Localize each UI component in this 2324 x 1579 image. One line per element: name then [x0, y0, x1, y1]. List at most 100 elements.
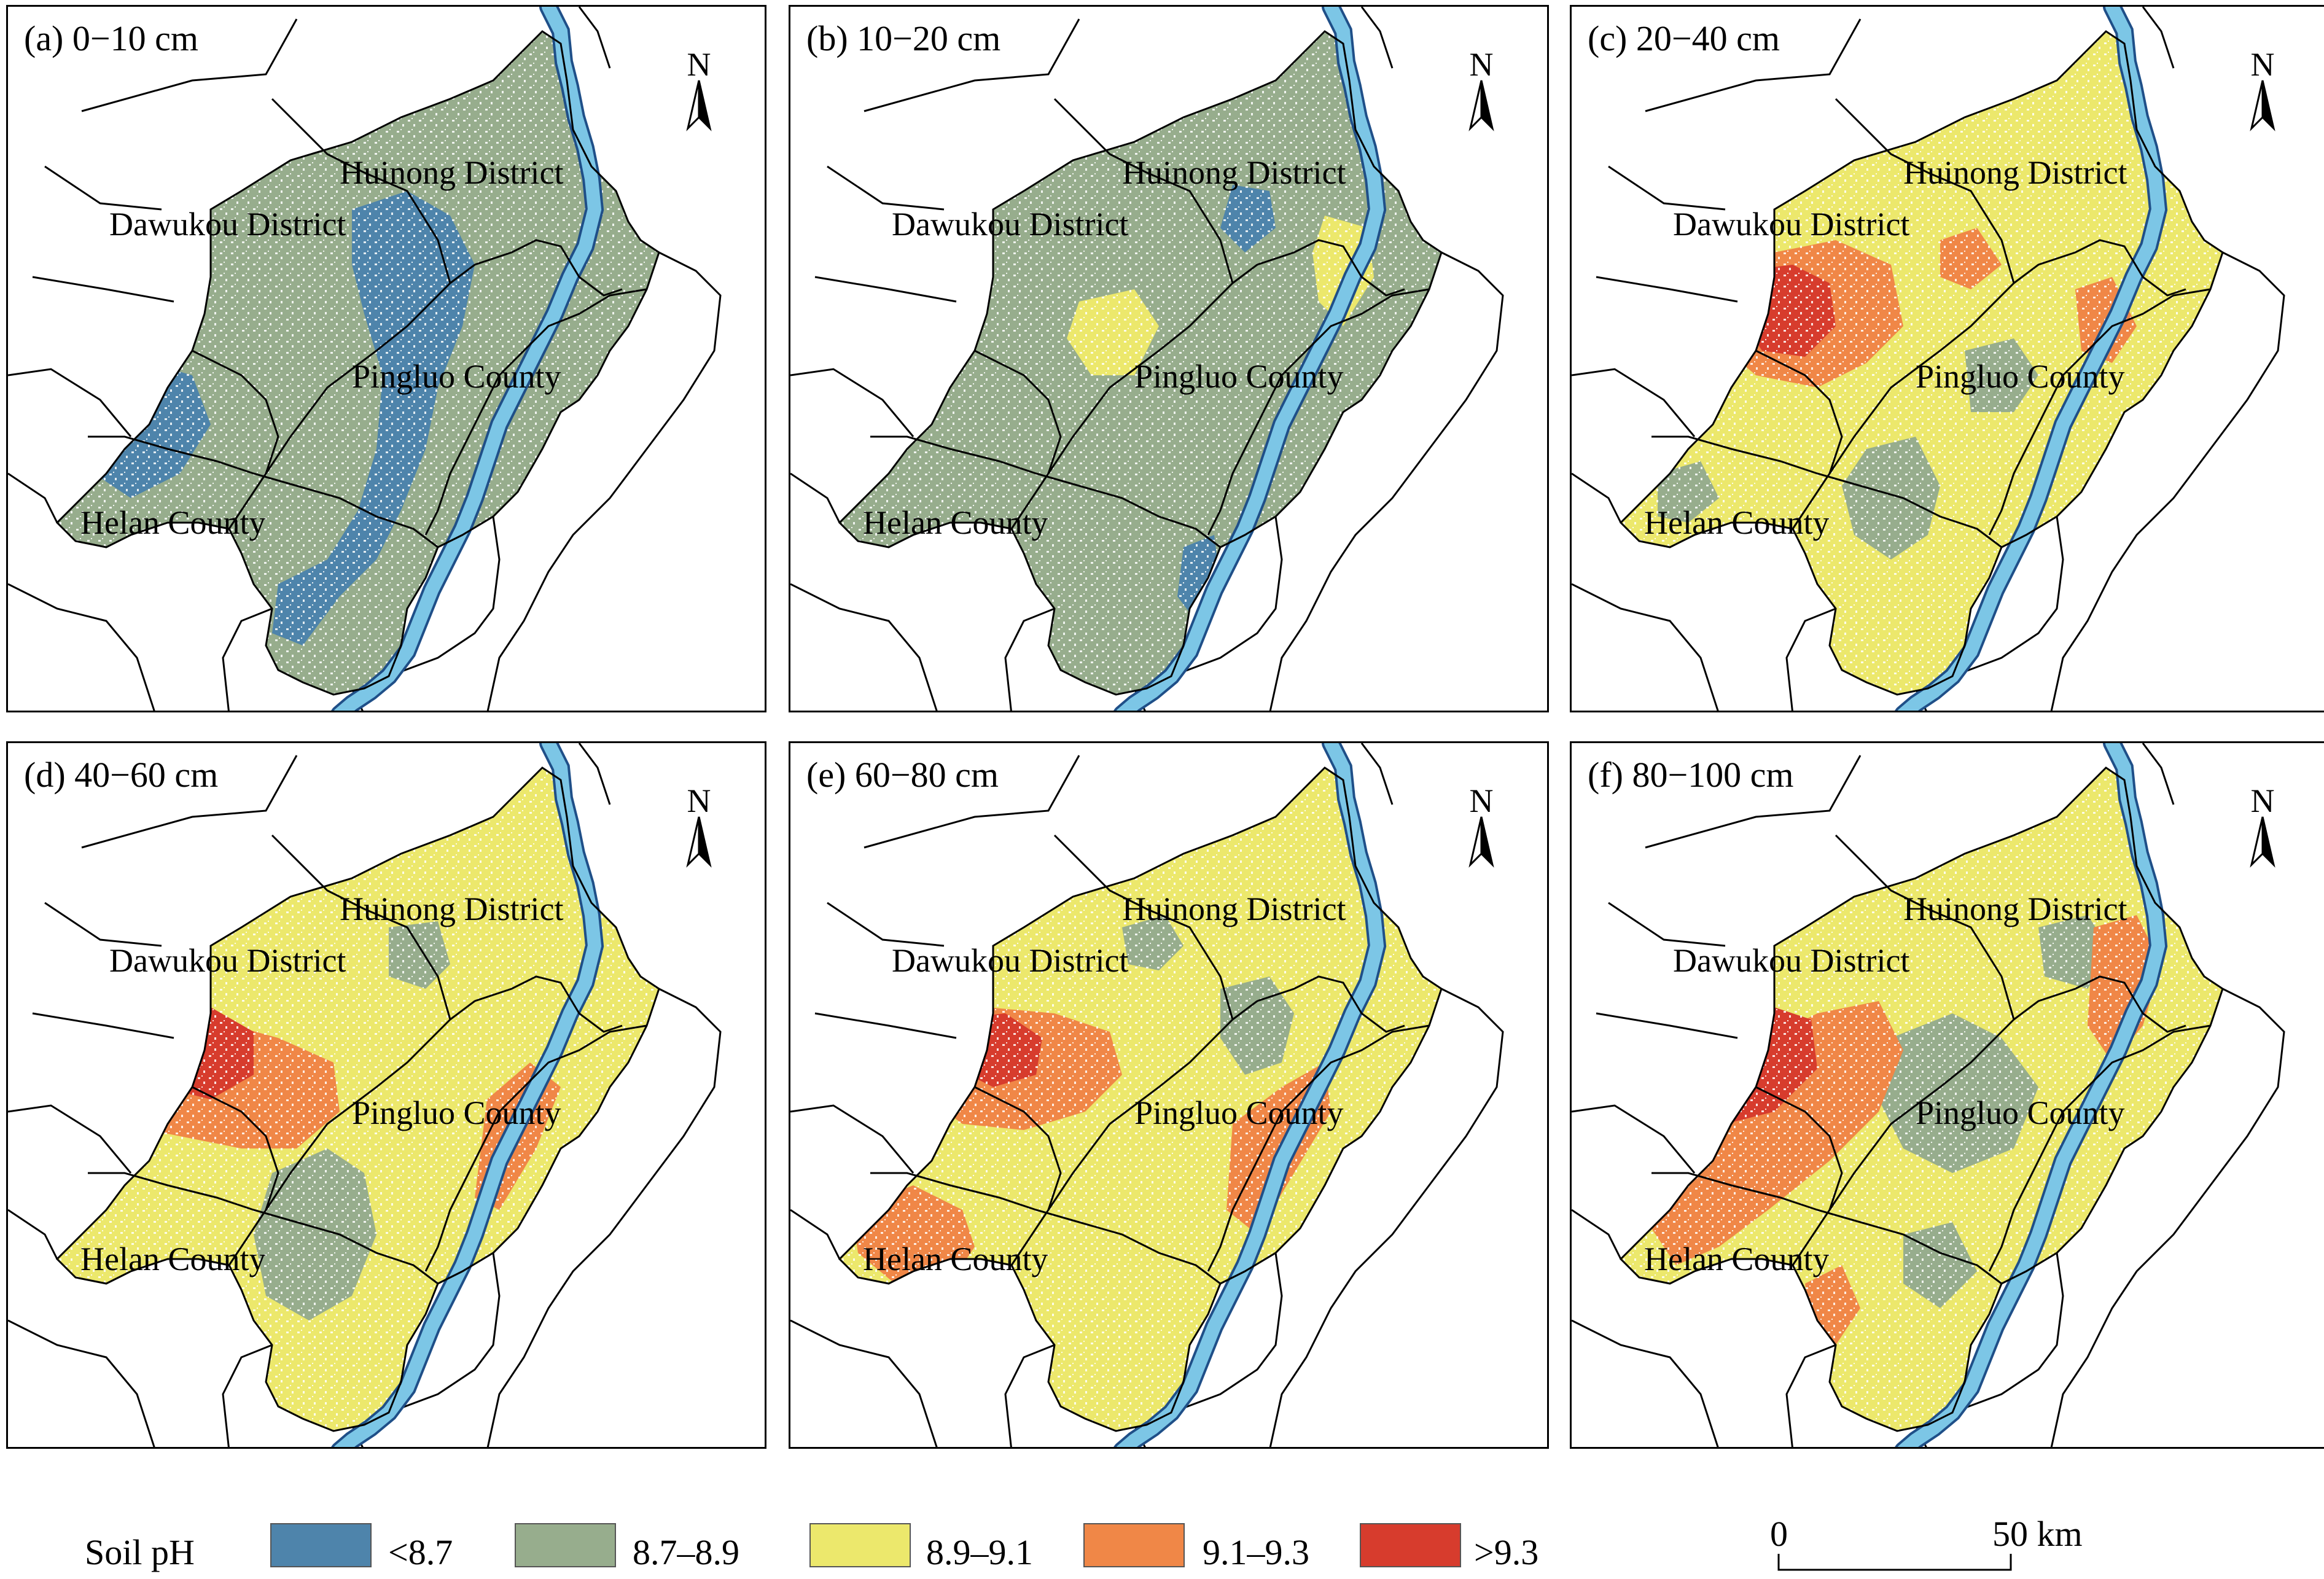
- map-f-graphic: Huinong District Dawukou District Pingluo …: [1572, 743, 2285, 1447]
- map-panel-c: Huinong District Dawukou District Pingluo …: [1570, 5, 2324, 712]
- admin-boundary-line: [790, 1209, 841, 1260]
- district-boundary-line: [1651, 435, 2002, 548]
- admin-boundary-line: [790, 1319, 938, 1447]
- region-label-huinong: Huinong District: [1903, 891, 2127, 927]
- district-boundary-line: [1207, 288, 1430, 536]
- region-label-helan: Helan County: [1644, 1241, 1829, 1277]
- district-boundary-line: [1047, 282, 1234, 474]
- district-boundary-line: [271, 98, 451, 284]
- district-boundary-line: [450, 975, 623, 1033]
- region-label-huinong: Huinong District: [340, 154, 563, 191]
- yellow-river: [333, 7, 602, 711]
- admin-boundary-line: [44, 902, 162, 947]
- district-boundary-line: [1047, 1018, 1234, 1211]
- north-arrow-icon: N: [2250, 782, 2275, 868]
- admin-boundary-line: [2142, 743, 2175, 805]
- admin-boundary-line: [864, 18, 1080, 112]
- map-c-graphic: Huinong District Dawukou District Pingluo …: [1572, 7, 2285, 711]
- admin-boundary-line: [486, 988, 722, 1447]
- district-boundary-line: [88, 1172, 439, 1285]
- district-boundary-line: [870, 1172, 1221, 1285]
- admin-boundary-line: [222, 607, 273, 711]
- district-boundary-line: [424, 288, 647, 536]
- admin-boundary-line: [790, 472, 841, 523]
- admin-boundary-line: [1608, 165, 1726, 211]
- map-d-graphic: Huinong District Dawukou District Pingluo …: [8, 743, 722, 1447]
- map-panel-f: Huinong District Dawukou District Pingluo …: [1570, 741, 2324, 1449]
- north-label: N: [1470, 782, 1494, 819]
- admin-boundary-line: [32, 1012, 174, 1039]
- district-boundary-line: [1207, 1024, 1430, 1272]
- admin-boundary-line: [1952, 1252, 2064, 1414]
- admin-boundary-line: [2050, 988, 2285, 1447]
- district-boundary-line: [1232, 975, 1405, 1033]
- region-label-helan: Helan County: [1644, 504, 1829, 541]
- admin-boundary-line: [827, 165, 945, 211]
- admin-boundary-line: [8, 472, 58, 523]
- admin-boundary-line: [1269, 988, 1504, 1447]
- admin-boundary-line: [827, 902, 945, 947]
- admin-boundary-line: [2142, 7, 2175, 69]
- map-panel-d: Huinong District Dawukou District Pingluo …: [6, 741, 766, 1449]
- admin-boundary-line: [1171, 1252, 1283, 1414]
- admin-boundary-line: [1572, 1209, 1622, 1260]
- admin-boundary-line: [81, 755, 298, 849]
- district-boundary-line: [1988, 288, 2211, 536]
- district-boundary-line: [424, 1024, 647, 1272]
- district-boundary-line: [192, 349, 279, 529]
- panel-label-c: (c) 20−40 cm: [1588, 18, 1780, 58]
- region-label-pingluo: Pingluo County: [1134, 1094, 1344, 1131]
- north-label: N: [1470, 46, 1494, 83]
- scale-bar: 0 50 km: [1757, 1511, 2125, 1572]
- admin-boundary-line: [814, 276, 957, 303]
- region-label-pingluo: Pingluo County: [1916, 1094, 2125, 1131]
- region-label-helan: Helan County: [80, 504, 265, 541]
- admin-boundary-line: [790, 583, 938, 711]
- admin-boundary-line: [32, 276, 174, 303]
- district-boundary-line: [1232, 239, 1405, 297]
- region-label-huinong: Huinong District: [340, 891, 563, 927]
- legend-swatch-8789: [515, 1523, 616, 1567]
- admin-boundary-line: [1269, 251, 1504, 711]
- panel-label-e: (e) 60−80 cm: [806, 755, 999, 795]
- map-panel-a: Huinong District Dawukou District Pingluo …: [6, 5, 766, 712]
- admin-boundary-line: [81, 18, 298, 112]
- study-area-boundary: [55, 766, 660, 1432]
- district-boundary-line: [1988, 1024, 2211, 1272]
- admin-boundary-line: [222, 1344, 273, 1447]
- north-arrow-icon: N: [686, 46, 712, 131]
- region-label-dawukou: Dawukou District: [892, 942, 1128, 979]
- map-b-graphic: Huinong District Dawukou District Pingluo …: [790, 7, 1504, 711]
- district-boundary-line: [265, 1018, 451, 1211]
- admin-boundary-line: [1572, 368, 1696, 437]
- district-boundary-line: [1828, 1018, 2015, 1211]
- yellow-river: [1116, 743, 1384, 1447]
- admin-boundary-line: [8, 1209, 58, 1260]
- panel-label-b: (b) 10−20 cm: [806, 18, 1001, 58]
- admin-boundary-line: [1645, 18, 1862, 112]
- region-label-dawukou: Dawukou District: [892, 206, 1128, 243]
- district-boundary-line: [88, 435, 439, 548]
- admin-boundary-line: [864, 755, 1080, 849]
- admin-boundary-line: [8, 1104, 132, 1174]
- district-boundary-line: [1835, 834, 2015, 1020]
- admin-boundary-line: [1572, 1104, 1696, 1174]
- region-label-pingluo: Pingluo County: [1916, 358, 2125, 395]
- legend-swatch-gt93: [1360, 1523, 1461, 1567]
- north-arrow-icon: N: [686, 782, 712, 868]
- district-boundary-line: [870, 435, 1221, 548]
- legend-swatch-8991: [809, 1523, 911, 1567]
- region-label-pingluo: Pingluo County: [352, 358, 561, 395]
- district-boundary-line: [1651, 1172, 2002, 1285]
- admin-boundary-line: [1360, 743, 1394, 805]
- study-area-boundary: [1619, 766, 2224, 1432]
- region-label-dawukou: Dawukou District: [109, 206, 346, 243]
- panel-label-f: (f) 80−100 cm: [1588, 755, 1794, 795]
- admin-boundary-line: [1171, 516, 1283, 677]
- district-boundary-line: [1755, 1086, 1843, 1266]
- district-boundary-line: [1828, 282, 2015, 474]
- admin-boundary-line: [790, 368, 914, 437]
- admin-boundary-line: [1572, 1319, 1719, 1447]
- panel-label-a: (a) 0−10 cm: [24, 18, 198, 58]
- admin-boundary-line: [1785, 1344, 1836, 1447]
